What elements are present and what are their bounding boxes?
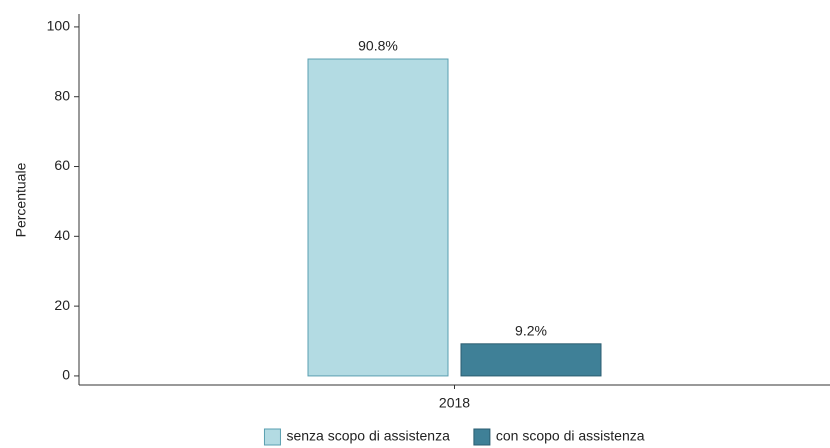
legend-swatch [473, 428, 491, 446]
legend-label: con scopo di assistenza [496, 428, 645, 444]
y-tick-label: 20 [54, 297, 70, 313]
bar [460, 343, 602, 377]
y-tick-label: 40 [54, 227, 70, 243]
y-tick-label: 100 [47, 18, 71, 34]
value-label: 90.8% [358, 38, 398, 54]
legend-label: senza scopo di assistenza [286, 428, 450, 444]
y-tick-label: 80 [54, 87, 70, 103]
y-tick-label: 60 [54, 157, 70, 173]
bar [307, 58, 449, 377]
y-tick-label: 0 [62, 367, 70, 383]
y-axis-label: Percentuale [13, 162, 29, 237]
legend-swatch [263, 428, 281, 446]
value-label: 9.2% [515, 323, 547, 339]
x-tick-label: 2018 [439, 395, 470, 411]
